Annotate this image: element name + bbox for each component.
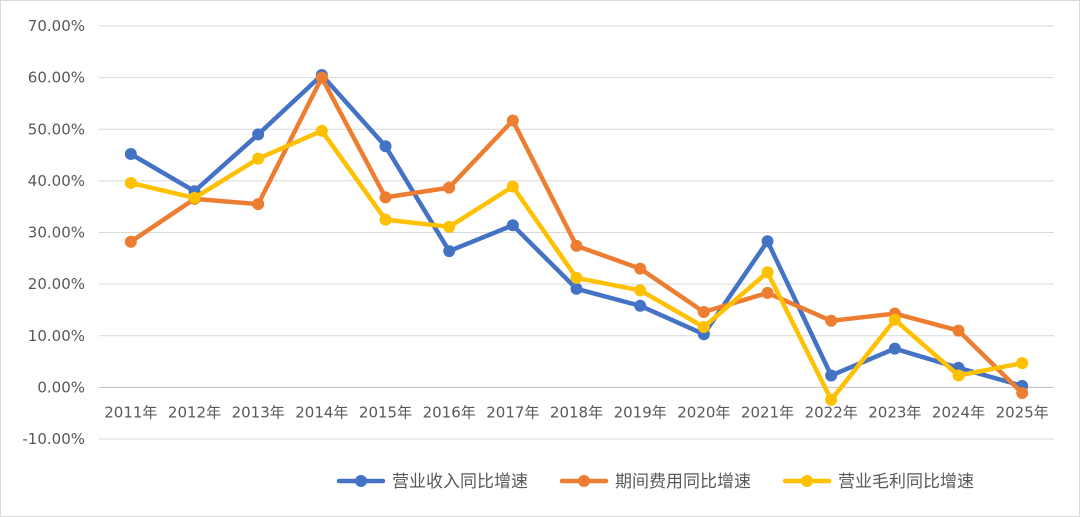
data-point [315, 124, 328, 137]
data-point [1016, 387, 1029, 400]
data-point [379, 140, 392, 153]
y-tick-label: 10.00% [28, 327, 85, 345]
data-point [634, 262, 647, 275]
data-point [124, 235, 137, 248]
data-point [952, 324, 965, 337]
data-point [888, 313, 901, 326]
x-axis-tick-labels: 2011年 2012年 2013年 2014年 2015年 2016年 2017年 2018年… [104, 403, 1049, 421]
x-tick-label: 2016年 [423, 403, 476, 421]
series-1 [124, 69, 1029, 392]
data-point [761, 235, 774, 248]
data-point [506, 180, 519, 193]
x-tick-label: 2025年 [996, 403, 1049, 421]
data-point [761, 286, 774, 299]
data-point [188, 191, 201, 204]
data-point [825, 314, 838, 327]
data-point [379, 213, 392, 226]
x-tick-label: 2015年 [359, 403, 412, 421]
data-point [252, 152, 265, 165]
data-point [825, 393, 838, 406]
x-tick-label: 2020年 [677, 403, 730, 421]
x-tick-label: 2024年 [932, 403, 985, 421]
data-point [315, 71, 328, 84]
y-tick-label: 40.00% [28, 172, 85, 190]
y-tick-label: 70.00% [28, 17, 85, 35]
legend-swatch-marker [355, 475, 367, 487]
data-point [443, 220, 456, 233]
data-point [252, 198, 265, 211]
legend-label: 期间费用同比增速 [615, 472, 751, 492]
y-tick-label: -10.00% [22, 430, 85, 448]
x-tick-label: 2019年 [614, 403, 667, 421]
series-line [128, 75, 1025, 396]
legend-label: 营业收入同比增速 [392, 472, 528, 492]
data-point [952, 369, 965, 382]
x-tick-label: 2013年 [232, 403, 285, 421]
data-point [570, 282, 583, 295]
x-tick-label: 2023年 [868, 403, 921, 421]
x-tick-label: 2012年 [168, 403, 221, 421]
legend-swatch-marker [801, 475, 813, 487]
data-point [761, 266, 774, 279]
data-point [697, 306, 710, 319]
series-line [128, 72, 1025, 389]
series-2 [124, 71, 1029, 400]
data-point [888, 342, 901, 355]
y-tick-label: 0.00% [37, 378, 85, 396]
data-point [697, 320, 710, 333]
data-point [443, 181, 456, 194]
x-tick-label: 2021年 [741, 403, 794, 421]
series-lines [124, 69, 1029, 406]
legend-swatch-marker [578, 475, 590, 487]
legend-item: 期间费用同比增速 [559, 472, 751, 492]
legend-label: 营业毛利同比增速 [838, 472, 974, 492]
data-point [570, 271, 583, 284]
data-point [1016, 357, 1029, 370]
y-axis-tick-labels: -10.00% 0.00% 10.00% 20.00% 30.00% 40.00% 50.0… [22, 17, 85, 448]
gridlines [99, 25, 1054, 440]
data-point [634, 299, 647, 312]
data-point [825, 369, 838, 382]
legend-item: 营业毛利同比增速 [782, 472, 974, 492]
data-point [506, 219, 519, 232]
series-line [128, 128, 1025, 403]
x-tick-label: 2017年 [486, 403, 539, 421]
data-point [506, 114, 519, 127]
x-tick-label: 2011年 [104, 403, 157, 421]
y-tick-label: 60.00% [28, 69, 85, 87]
legend: 营业收入同比增速 期间费用同比增速 营业毛利同比增速 [336, 472, 974, 492]
data-point [124, 148, 137, 161]
x-tick-label: 2018年 [550, 403, 603, 421]
data-point [634, 284, 647, 297]
data-point [570, 239, 583, 252]
y-tick-label: 50.00% [28, 120, 85, 138]
legend-item: 营业收入同比增速 [336, 472, 528, 492]
x-tick-label: 2014年 [295, 403, 348, 421]
x-tick-label: 2022年 [805, 403, 858, 421]
data-point [443, 245, 456, 258]
data-point [124, 176, 137, 189]
data-point [379, 191, 392, 204]
y-tick-label: 20.00% [28, 275, 85, 293]
data-point [252, 128, 265, 141]
y-tick-label: 30.00% [28, 224, 85, 242]
series-3 [124, 124, 1029, 406]
